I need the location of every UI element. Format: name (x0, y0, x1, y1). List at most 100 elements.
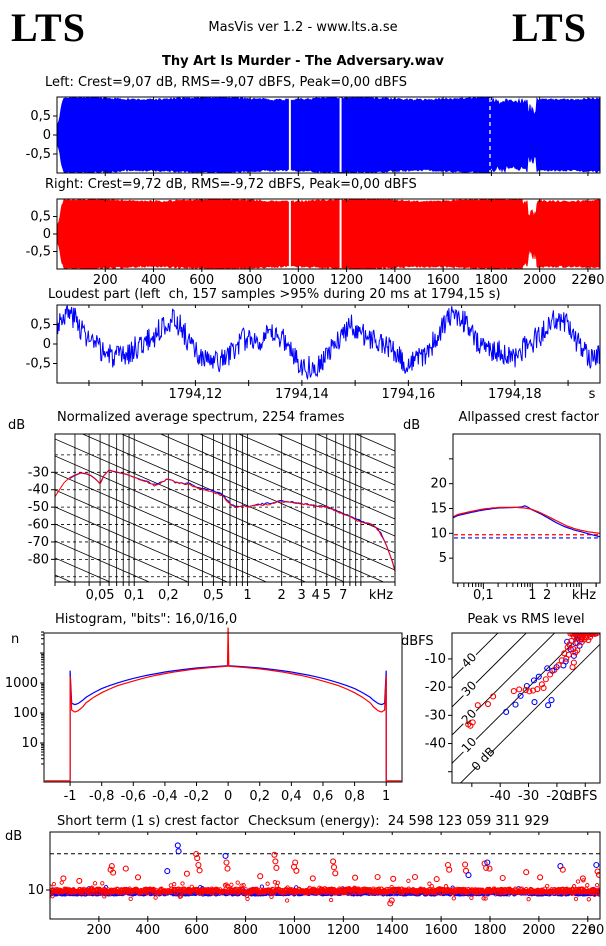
svg-text:1800: 1800 (473, 923, 506, 938)
svg-text:0,1: 0,1 (473, 588, 494, 603)
svg-text:1794,12: 1794,12 (169, 387, 223, 402)
svg-text:-80: -80 (28, 552, 49, 567)
histogram-y-unit-label: n (11, 632, 20, 647)
svg-text:kHz: kHz (369, 588, 393, 603)
left-channel-stats-label: Left: Crest=9,07 dB, RMS=-9,07 dBFS, Pea… (45, 75, 407, 90)
svg-text:1: 1 (382, 789, 390, 804)
svg-text:1000: 1000 (5, 676, 38, 691)
svg-text:0,05: 0,05 (86, 588, 115, 603)
svg-text:2000: 2000 (523, 273, 556, 288)
svg-text:0,1: 0,1 (124, 588, 145, 603)
svg-text:200: 200 (86, 923, 111, 938)
svg-text:-30: -30 (28, 465, 49, 480)
svg-text:-20: -20 (546, 789, 567, 804)
svg-text:2200: 2200 (571, 923, 604, 938)
svg-text:4: 4 (312, 588, 320, 603)
svg-text:-20: -20 (425, 680, 446, 695)
svg-text:dBFS: dBFS (565, 789, 598, 804)
svg-text:20: 20 (430, 477, 447, 492)
svg-text:-0,2: -0,2 (184, 789, 209, 804)
spectrum-y-unit-label: dB (8, 418, 26, 433)
svg-text:800: 800 (238, 273, 263, 288)
track-title: Thy Art Is Murder - The Adversary.wav (162, 54, 444, 69)
svg-text:5: 5 (323, 588, 331, 603)
svg-text:1400: 1400 (378, 273, 411, 288)
peak-vs-rms-y-unit-label: dBFS (401, 634, 434, 649)
svg-text:1794,18: 1794,18 (488, 387, 542, 402)
svg-text:-40: -40 (28, 483, 49, 498)
svg-text:s: s (589, 387, 596, 402)
chart-allpassed: 5 10 15 20 0,1 1 2 kHz (430, 433, 601, 603)
svg-text:2: 2 (278, 588, 286, 603)
chart-histogram: 10 100 1000 -1 -0,8 -0,6 -0,4 -0,2 0 0,2 0,4 0,6 0,8… (5, 627, 403, 804)
svg-text:600: 600 (189, 273, 214, 288)
svg-text:1: 1 (528, 588, 536, 603)
svg-text:200: 200 (93, 273, 118, 288)
chart-shortterm: 200 400 600 800 1000 1200 1400 1600 1800 2000 2200… (27, 831, 604, 938)
svg-text:-60: -60 (28, 518, 49, 533)
svg-text:-40: -40 (425, 737, 446, 752)
chart-spectrum: -30 -40 -50 -60 -70 -80 0,05 0,1 0,2 0,5 1 2 3 4 5 7 kHz (28, 433, 396, 603)
svg-text:10: 10 (27, 883, 44, 898)
svg-text:kHz: kHz (572, 588, 596, 603)
peak-vs-rms-title: Peak vs RMS level (467, 612, 585, 627)
checksum-label: Checksum (energy): 24 598 123 059 311 92… (248, 814, 550, 829)
svg-text:600: 600 (184, 923, 209, 938)
svg-text:0: 0 (43, 128, 51, 143)
svg-text:2000: 2000 (522, 923, 555, 938)
svg-text:15: 15 (430, 502, 447, 517)
svg-text:0,2: 0,2 (249, 789, 270, 804)
svg-text:-0,5: -0,5 (26, 245, 51, 260)
svg-text:1000: 1000 (278, 923, 311, 938)
svg-text:100: 100 (13, 706, 38, 721)
svg-text:0,5: 0,5 (30, 210, 51, 225)
svg-text:-10: -10 (425, 652, 446, 667)
svg-text:400: 400 (135, 923, 160, 938)
svg-text:0,5: 0,5 (30, 109, 51, 124)
svg-text:-0,5: -0,5 (26, 147, 51, 162)
svg-text:-0,5: -0,5 (26, 357, 51, 372)
svg-text:0: 0 (43, 227, 51, 242)
svg-text:-0,6: -0,6 (121, 789, 146, 804)
svg-text:7: 7 (339, 588, 347, 603)
svg-text:-30: -30 (518, 789, 539, 804)
svg-text:3: 3 (297, 588, 305, 603)
shortterm-crest-title: Short term (1 s) crest factor (57, 814, 239, 829)
svg-text:1000: 1000 (282, 273, 315, 288)
svg-text:1200: 1200 (330, 273, 363, 288)
logo-lts-right: LTS (512, 5, 587, 50)
loudest-part-title: Loudest part (left ch, 157 samples >95% … (48, 287, 501, 302)
app-version-text: MasVis ver 1.2 - www.lts.a.se (208, 20, 398, 35)
allpassed-crest-title: Allpassed crest factor (458, 410, 599, 425)
svg-text:-1: -1 (64, 789, 77, 804)
svg-text:40: 40 (459, 650, 480, 671)
allpassed-y-unit-label: dB (403, 418, 421, 433)
svg-text:10: 10 (430, 526, 447, 541)
svg-text:800: 800 (233, 923, 258, 938)
svg-text:5: 5 (439, 551, 447, 566)
spectrum-title: Normalized average spectrum, 2254 frames (57, 410, 345, 425)
chart-loudest: 0,5 0 -0,5 1794,12 1794,14 1794,16 1794,18 s (26, 304, 601, 402)
chart-wave-right: 200 400 600 800 1000 1200 1400 1600 1800 2000 2200… (26, 198, 604, 288)
svg-text:0: 0 (43, 337, 51, 352)
svg-text:0: 0 (224, 789, 232, 804)
svg-text:2: 2 (543, 588, 551, 603)
svg-text:1794,14: 1794,14 (275, 387, 329, 402)
svg-text:s: s (589, 923, 596, 938)
svg-text:0,4: 0,4 (281, 789, 302, 804)
svg-text:1200: 1200 (327, 923, 360, 938)
svg-text:s: s (589, 273, 596, 288)
shortterm-y-unit-label: dB (5, 829, 23, 844)
svg-text:-0,8: -0,8 (89, 789, 114, 804)
svg-text:1400: 1400 (376, 923, 409, 938)
histogram-title: Histogram, "bits": 16,0/16,0 (55, 612, 238, 627)
svg-text:0,2: 0,2 (158, 588, 179, 603)
svg-text:400: 400 (141, 273, 166, 288)
right-channel-stats-label: Right: Crest=9,72 dB, RMS=-9,72 dBFS, Pe… (45, 177, 417, 192)
svg-text:30: 30 (459, 678, 480, 699)
svg-text:0,5: 0,5 (30, 318, 51, 333)
svg-text:-70: -70 (28, 535, 49, 550)
svg-text:1600: 1600 (427, 273, 460, 288)
